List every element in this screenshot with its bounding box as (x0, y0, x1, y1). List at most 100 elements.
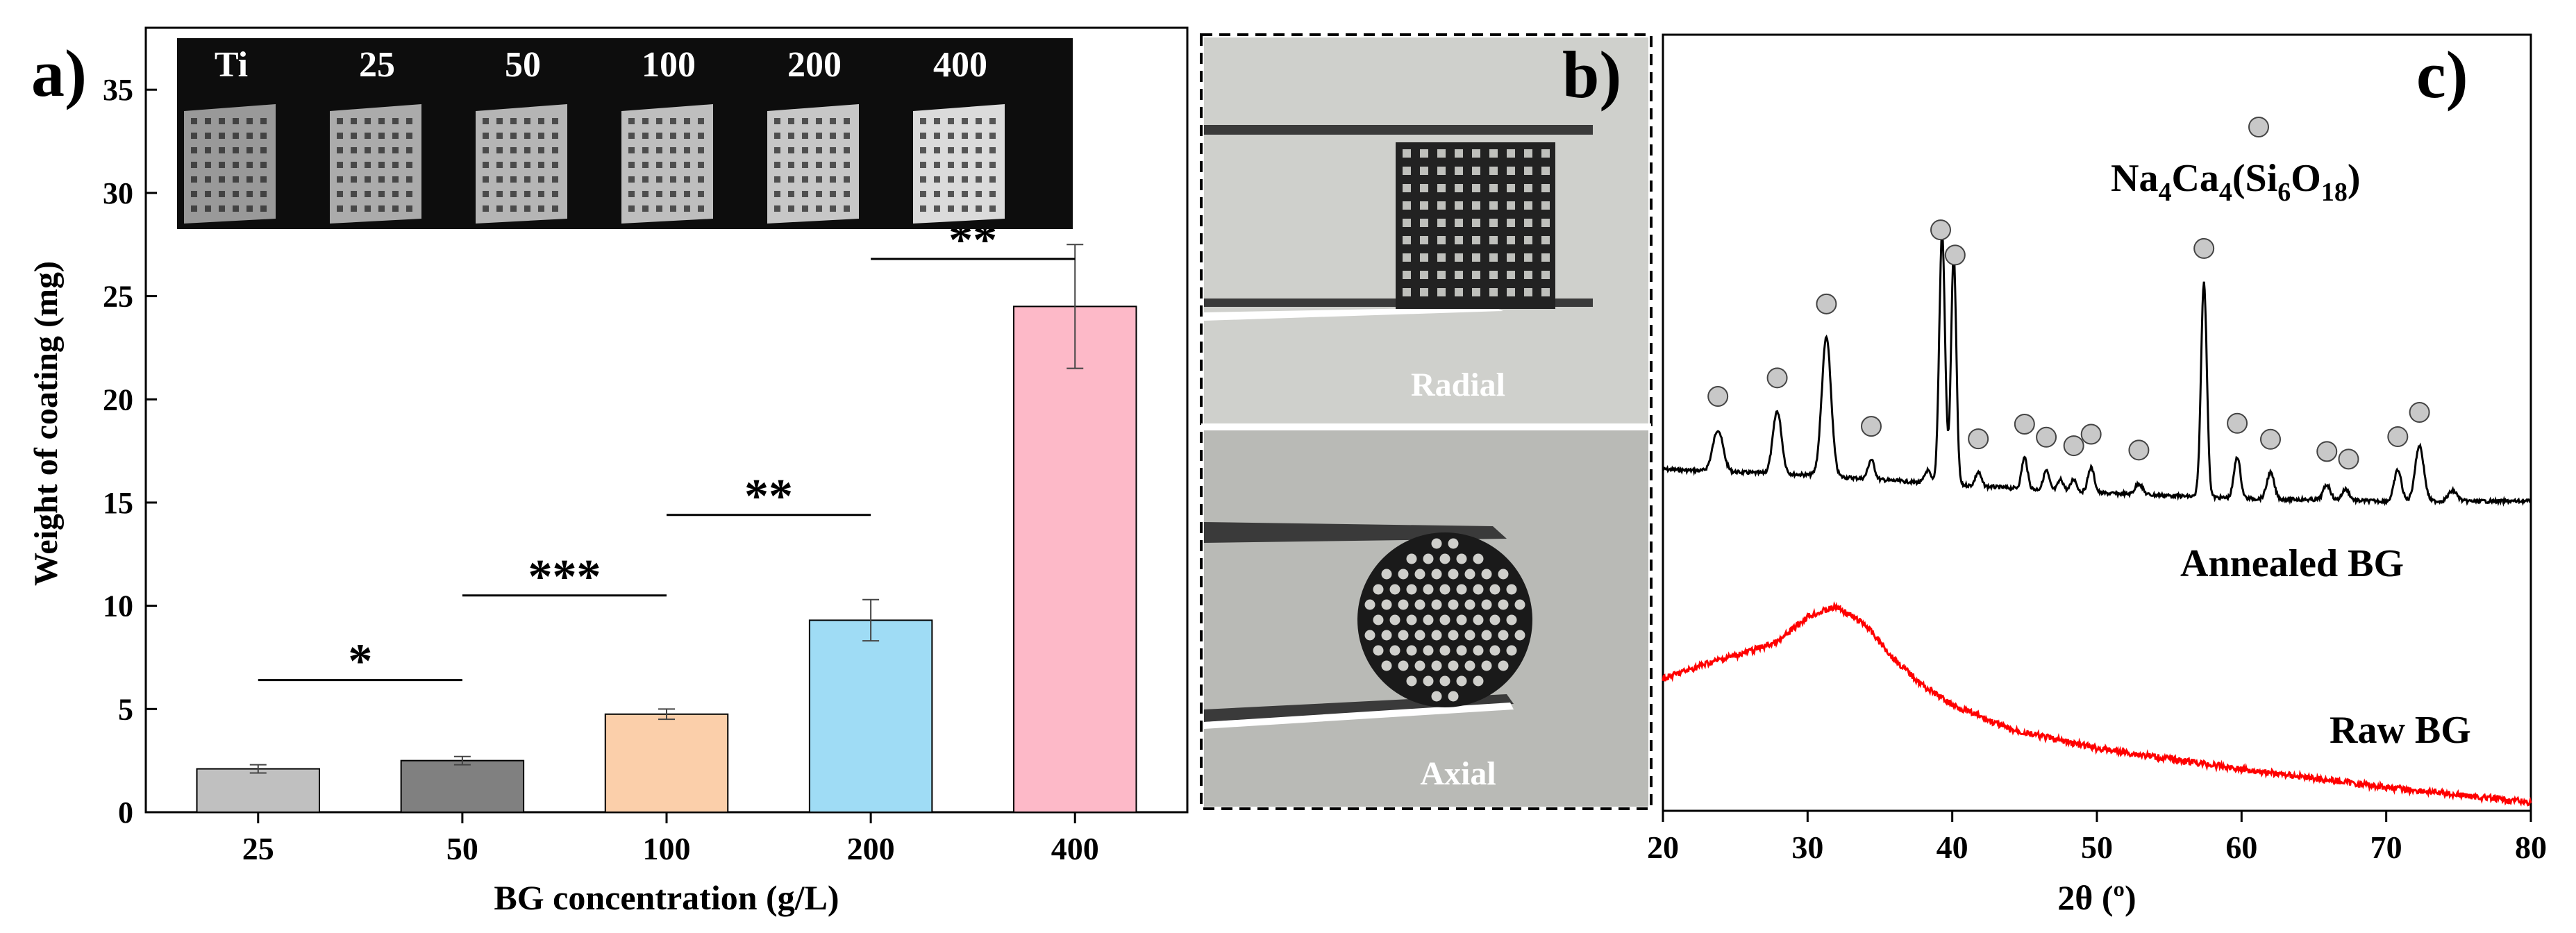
radial-pore (1472, 271, 1480, 279)
scaffold-pore (351, 162, 357, 168)
x-tick-label: 40 (1937, 830, 1968, 865)
axial-pore (1406, 614, 1417, 625)
scaffold-pore (698, 147, 704, 153)
scaffold-pore (510, 133, 517, 139)
scaffold-pore (788, 162, 794, 168)
scaffold-sample-200 (767, 104, 859, 224)
axial-pore (1448, 569, 1459, 580)
phase-marker-icon (1930, 219, 1951, 241)
scaffold-pore (920, 191, 926, 197)
axial-pore (1431, 538, 1442, 549)
scaffold-pore (406, 133, 412, 139)
scaffold-pore (684, 118, 690, 124)
axial-pore (1473, 675, 1484, 687)
radial-pore (1403, 271, 1411, 279)
panel-c-xrd-chart: 20 30 40 50 60 70 80 Annealed BG Raw BG Na4Ca4… (1647, 33, 2547, 917)
scaffold-pore (260, 147, 267, 153)
scaffold-pore (392, 176, 399, 183)
phase-marker-icon (2316, 441, 2338, 462)
axial-pore (1473, 614, 1484, 625)
panel-b-label: b) (1562, 37, 1621, 112)
photo-radial-label: Radial (1411, 367, 1505, 403)
scaffold-pore (538, 147, 544, 153)
scaffold-pore (830, 205, 836, 212)
axial-pore (1439, 675, 1450, 687)
scaffold-pore (365, 133, 371, 139)
scaffold-pore (496, 118, 503, 124)
radial-pore (1507, 149, 1515, 158)
radial-pore (1403, 184, 1411, 192)
radial-pore (1507, 184, 1515, 192)
radial-pore (1455, 167, 1463, 175)
scaffold-pore (962, 205, 968, 212)
phase-markers (1707, 219, 2430, 470)
radial-pore (1472, 219, 1480, 227)
axial-pore (1464, 569, 1475, 580)
radial-pore (1403, 253, 1411, 262)
radial-pore (1403, 288, 1411, 296)
radial-pore (1489, 167, 1498, 175)
radial-pore (1455, 219, 1463, 227)
scaffold-pore (642, 205, 649, 212)
scaffold-pore (483, 176, 489, 183)
scaffold-pore (934, 176, 940, 183)
scaffold-pore (962, 118, 968, 124)
scaffold-pore (205, 205, 211, 212)
x-tick-label: 80 (2515, 830, 2547, 865)
radial-pore (1472, 253, 1480, 262)
series-label-raw: Raw BG (2330, 709, 2471, 752)
scaffold-pore (642, 162, 649, 168)
scaffold-pore (774, 176, 780, 183)
scaffold-pore (698, 133, 704, 139)
radial-pore (1524, 288, 1532, 296)
scaffold-pore (406, 191, 412, 197)
scaffold-pore (351, 147, 357, 153)
axial-pore (1456, 675, 1467, 687)
scaffold-pore (378, 133, 385, 139)
axial-pore (1406, 645, 1417, 656)
scaffold-pore (337, 176, 343, 183)
scaffold-pore (219, 162, 225, 168)
scaffold-pore (524, 191, 530, 197)
scaffold-pore (392, 205, 399, 212)
scaffold-pore (246, 147, 253, 153)
radial-pore (1489, 201, 1498, 210)
phase-marker-icon (2338, 448, 2359, 470)
axial-pore (1506, 584, 1517, 595)
radial-pore (1455, 253, 1463, 262)
scaffold-pore (670, 162, 676, 168)
radial-pore (1489, 236, 1498, 244)
radial-pore (1489, 253, 1498, 262)
axial-pore (1464, 660, 1475, 671)
scaffold-pore (233, 176, 239, 183)
radial-pore (1541, 236, 1550, 244)
scaffold-pore (233, 147, 239, 153)
scaffold-pore (962, 133, 968, 139)
scaffold-pore (684, 191, 690, 197)
photo-axial (1204, 429, 1648, 807)
radial-pore (1524, 271, 1532, 279)
phase-marker-icon (1707, 386, 1729, 407)
radial-pore (1403, 149, 1411, 158)
photo-inset-scaffolds: Ti 25 50 100 200 400 (177, 38, 1073, 229)
scaffold-pore (260, 205, 267, 212)
axial-pore (1489, 645, 1500, 656)
radial-pore (1541, 201, 1550, 210)
scaffold-pore (552, 205, 558, 212)
radial-pore (1437, 184, 1446, 192)
scaffold-pore (260, 133, 267, 139)
scaffold-pore (510, 205, 517, 212)
axial-pore (1498, 660, 1509, 671)
radial-pore (1403, 201, 1411, 210)
sample-label: Ti (215, 45, 248, 85)
x-tick-label: 60 (2225, 830, 2257, 865)
radial-pore (1507, 219, 1515, 227)
scaffold-pore (205, 118, 211, 124)
scaffold-pore (698, 162, 704, 168)
scaffold-pore (406, 176, 412, 183)
scaffold-pore (233, 118, 239, 124)
scaffold-pore (948, 191, 954, 197)
scaffold-pore (948, 147, 954, 153)
panel-a-x-axis: 25 50 100 200 400 (242, 812, 1099, 866)
scaffold-pore (524, 133, 530, 139)
